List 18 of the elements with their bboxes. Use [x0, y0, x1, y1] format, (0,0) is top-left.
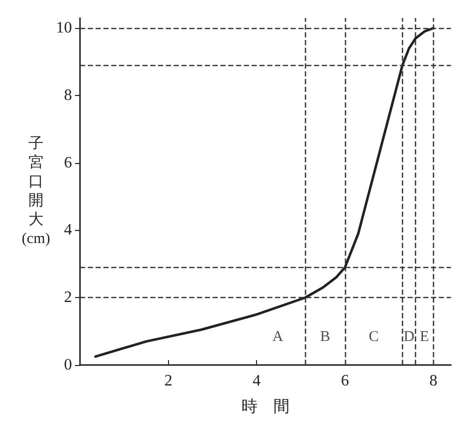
x-tick-label: 2	[164, 372, 172, 390]
x-axis-title: 時 間	[242, 398, 290, 416]
y-tick-label: 10	[56, 20, 72, 37]
annotation: A	[272, 329, 284, 346]
y-tick-label: 2	[64, 289, 72, 306]
y-tick-label: 4	[64, 222, 72, 239]
x-tick-label: 4	[252, 372, 261, 390]
x-tick-label: 6	[341, 372, 349, 390]
annotation: D	[404, 329, 415, 346]
y-tick-label: 8	[64, 86, 72, 104]
y-tick-label: 0	[64, 356, 72, 374]
annotation: C	[368, 329, 379, 346]
y-tick-label: 6	[64, 154, 72, 172]
x-tick-label: 8	[429, 372, 438, 390]
annotation: B	[320, 329, 330, 346]
y-axis-title: 子宮口開大(cm)	[22, 136, 50, 247]
line-series	[94, 26, 435, 358]
annotation: E	[420, 329, 430, 346]
